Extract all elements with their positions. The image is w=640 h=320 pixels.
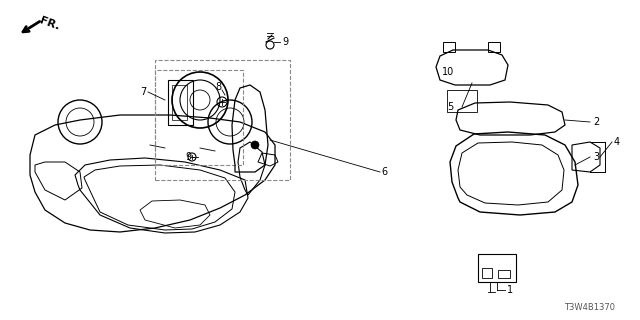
- Circle shape: [251, 141, 259, 149]
- Text: 7: 7: [140, 87, 146, 97]
- Bar: [447, 90, 477, 112]
- Text: 5: 5: [447, 102, 453, 112]
- Bar: [488, 42, 500, 52]
- Text: T3W4B1370: T3W4B1370: [564, 303, 616, 313]
- Bar: [172, 85, 187, 120]
- Bar: [443, 42, 455, 52]
- Text: 2: 2: [593, 117, 599, 127]
- Bar: [482, 268, 492, 278]
- Bar: [498, 270, 510, 278]
- Text: 9: 9: [282, 37, 288, 47]
- Bar: [155, 70, 243, 165]
- Text: 8: 8: [215, 82, 221, 92]
- Text: 9: 9: [185, 152, 191, 162]
- Text: 4: 4: [614, 137, 620, 147]
- Bar: [155, 60, 290, 180]
- Text: 10: 10: [442, 67, 454, 77]
- Bar: [478, 254, 516, 282]
- Text: 1: 1: [507, 285, 513, 295]
- Bar: [168, 80, 193, 125]
- Text: 3: 3: [593, 152, 599, 162]
- Text: FR.: FR.: [38, 16, 61, 32]
- Text: 6: 6: [381, 167, 387, 177]
